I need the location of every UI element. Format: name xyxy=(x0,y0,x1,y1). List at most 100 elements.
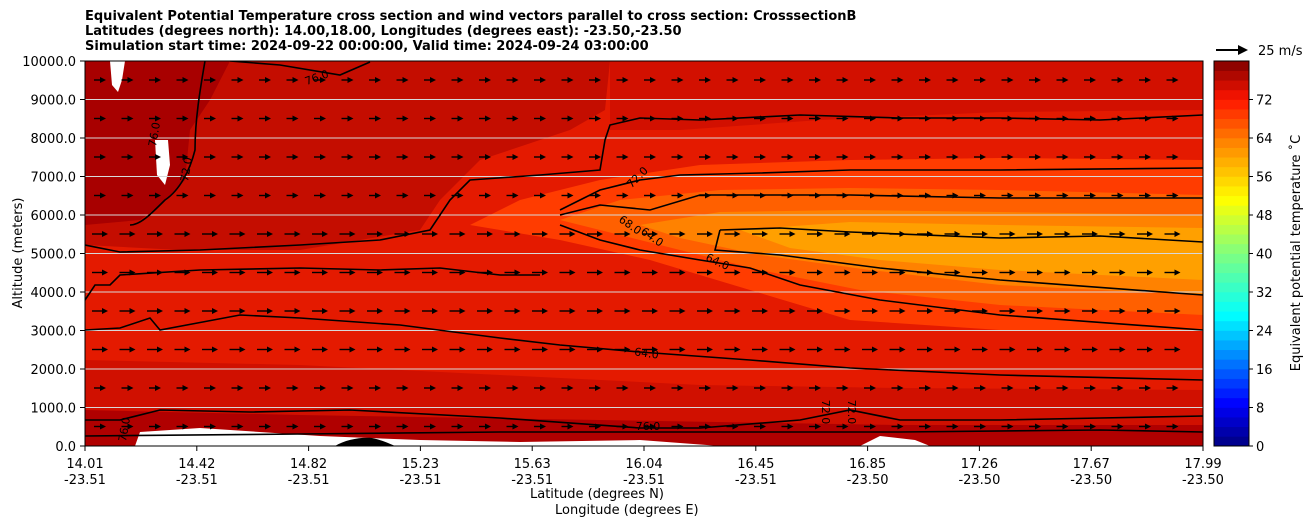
wind-vector-head xyxy=(1037,308,1043,314)
wind-vector-head xyxy=(980,154,986,160)
wind-vector-head xyxy=(1145,77,1151,83)
wind-vector-head xyxy=(540,423,546,430)
wind-vector-head xyxy=(349,346,356,353)
wind-vector-head xyxy=(487,346,493,353)
y-tick-label: 10000.0 xyxy=(22,55,76,70)
x-tick-label-lat: 17.67 xyxy=(1073,457,1110,472)
colorbar-band xyxy=(1214,349,1249,360)
wind-vector-head xyxy=(239,346,246,353)
wind-vector-head xyxy=(459,346,466,353)
wind-vector-head xyxy=(404,269,411,276)
wind-vector-head xyxy=(597,346,603,353)
wind-vector-head xyxy=(457,115,464,122)
wind-vector-head xyxy=(980,192,986,199)
theta-e-field: 76.076.072.068.064.064.064.072.076.072.0… xyxy=(85,61,1203,446)
x-tick-label-lat: 16.04 xyxy=(625,457,662,472)
wind-vector-head xyxy=(897,77,904,83)
quiver-key-label: 25 m/s xyxy=(1258,44,1303,59)
wind-vector-head xyxy=(567,192,574,199)
wind-vector-head xyxy=(1037,346,1043,353)
wind-vector-head xyxy=(650,423,656,430)
wind-vector-head xyxy=(184,269,191,276)
wind-vector-head xyxy=(622,154,629,160)
x-tick-label-lon: -23.50 xyxy=(958,473,1000,488)
wind-vector-head xyxy=(182,192,189,199)
wind-vector-head xyxy=(1174,346,1181,353)
wind-vector-head xyxy=(925,115,931,122)
wind-vector-head xyxy=(899,308,906,314)
wind-vector-head xyxy=(182,154,189,160)
wind-vector-head xyxy=(870,192,876,199)
wind-vector-head xyxy=(567,385,574,391)
wind-vector-head xyxy=(514,346,521,353)
wind-vector-head xyxy=(622,192,629,199)
wind-vector-head xyxy=(762,308,768,314)
wind-vector-head xyxy=(815,154,821,160)
wind-vector-head xyxy=(652,308,658,314)
wind-vector-head xyxy=(402,385,409,391)
wind-vector-head xyxy=(487,308,493,314)
wind-vector-head xyxy=(157,231,163,237)
wind-vector-head xyxy=(1009,231,1016,237)
contour-label: 76.0 xyxy=(146,121,163,147)
terrain-black xyxy=(335,437,395,446)
wind-vector-head xyxy=(294,231,301,237)
wind-vector-head xyxy=(210,423,216,430)
wind-vector-head xyxy=(487,269,493,276)
x-axis-label-2: Longitude (degrees E) xyxy=(555,503,699,518)
colorbar-band xyxy=(1214,186,1249,197)
wind-vector-head xyxy=(210,77,216,83)
wind-vector-head xyxy=(237,385,244,391)
colorbar-band xyxy=(1214,292,1249,302)
contour-68-upper xyxy=(559,167,1203,211)
wind-vector-head xyxy=(182,385,189,391)
wind-vector-head xyxy=(1145,154,1151,160)
wind-vector-head xyxy=(1035,115,1041,122)
wind-vector-head xyxy=(512,115,519,122)
wind-vector-head xyxy=(705,192,711,199)
y-axis: 0.0 1000.0 2000.0 3000.0 4000.0 5000.0 6000.0 7… xyxy=(22,55,85,455)
wind-vector-head xyxy=(155,192,161,199)
wind-vector-head xyxy=(292,115,299,122)
wind-vector-head xyxy=(1147,231,1153,237)
wind-vector-head xyxy=(569,346,576,353)
wind-vector-head xyxy=(485,154,491,160)
wind-vector-head xyxy=(294,346,301,353)
wind-vector-head xyxy=(237,423,244,430)
colorbar-band xyxy=(1214,80,1249,91)
wind-vector-head xyxy=(954,231,961,237)
wind-vector-head xyxy=(787,154,794,160)
wind-vector-head xyxy=(375,423,381,430)
wind-vector-head xyxy=(899,231,906,237)
wind-vector-head xyxy=(212,308,218,314)
wind-vector-head xyxy=(402,192,409,199)
wind-vector-head xyxy=(760,385,766,391)
wind-vector-head xyxy=(982,269,988,276)
wind-vector-head xyxy=(925,77,931,83)
wind-vector-head xyxy=(1064,269,1071,276)
wind-vector-head xyxy=(239,269,246,276)
wind-vector-head xyxy=(267,269,273,276)
wind-vector-head xyxy=(622,423,629,430)
wind-vector-head xyxy=(377,308,383,314)
wind-vector-head xyxy=(485,77,491,83)
x-tick-label-lon: -23.51 xyxy=(176,473,218,488)
wind-vector-head xyxy=(347,115,354,122)
colorbar-band xyxy=(1214,282,1249,293)
wind-vector-head xyxy=(1147,346,1153,353)
wind-vector-head xyxy=(870,115,876,122)
wind-vector-head xyxy=(210,385,216,391)
wind-vector-head xyxy=(294,308,301,314)
wind-vector-head xyxy=(1035,77,1041,83)
wind-vector-head xyxy=(457,77,464,83)
colorbar-band xyxy=(1214,359,1249,370)
x-tick-label-lon: -23.51 xyxy=(623,473,665,488)
x-tick-label-lat: 14.42 xyxy=(178,457,215,472)
wind-vector-head xyxy=(1119,308,1126,314)
x-axis-label: Latitude (degrees N) xyxy=(530,487,664,502)
wind-vector-head xyxy=(265,115,271,122)
wind-vector-head xyxy=(127,423,134,430)
wind-vector-head xyxy=(100,423,106,430)
wind-vector-head xyxy=(707,231,713,237)
wind-vector-head xyxy=(842,115,849,122)
